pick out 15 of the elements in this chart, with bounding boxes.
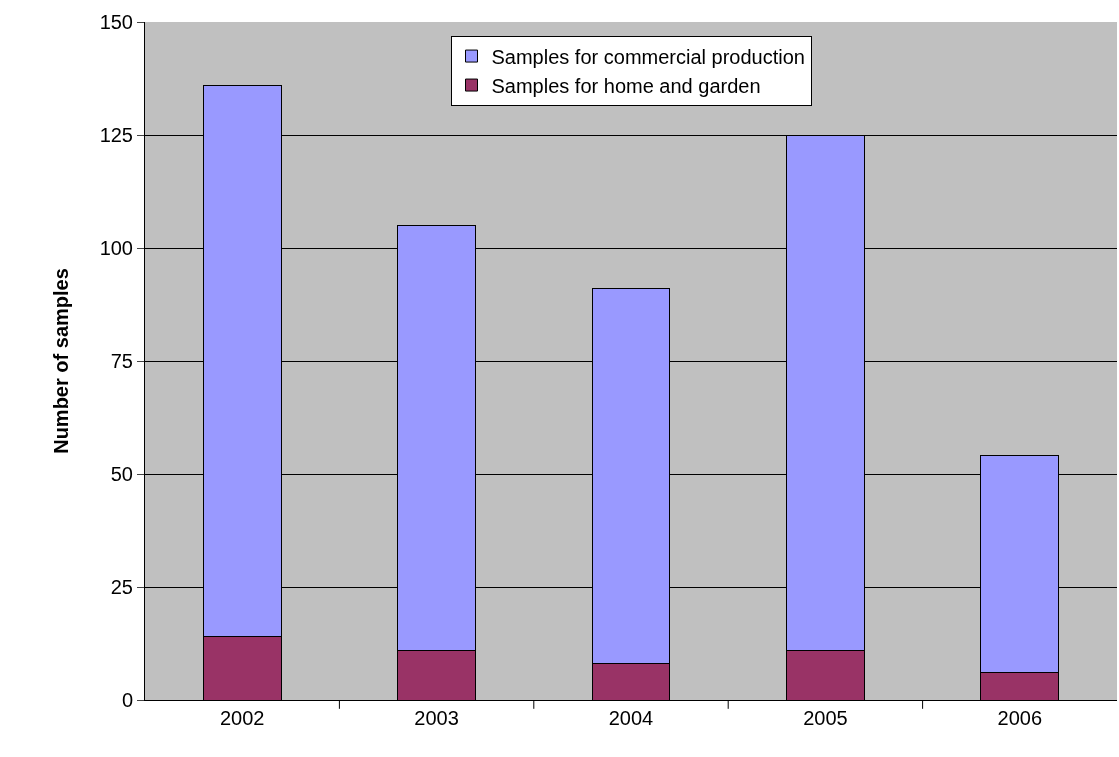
y-tick-label: 100: [99, 237, 133, 259]
x-tick-label: 2003: [414, 707, 459, 729]
y-tick-label: 150: [99, 11, 133, 33]
y-tick-label: 75: [110, 350, 133, 372]
y-tick-label: 0: [121, 689, 133, 711]
legend-label: Samples for commercial production: [491, 45, 805, 68]
legend-label: Samples for home and garden: [491, 74, 761, 97]
x-tick-label: 2002: [219, 707, 265, 729]
y-tick-label: 125: [99, 124, 133, 146]
y-tick-label: 50: [110, 463, 133, 485]
y-tick-label: 25: [110, 576, 133, 598]
x-tick-label: 2006: [997, 707, 1043, 729]
x-tick-label: 2004: [608, 707, 654, 729]
y-axis-title: Number of samples: [50, 268, 73, 454]
x-tick-label: 2005: [803, 707, 848, 729]
